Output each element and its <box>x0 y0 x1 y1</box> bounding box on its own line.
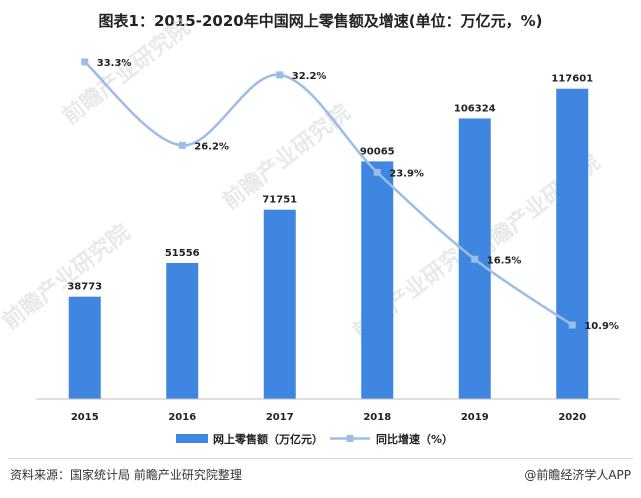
watermark-text: 前瞻产业研究院 <box>58 14 195 129</box>
legend: 网上零售额（万亿元） 同比增速（%） <box>176 432 453 446</box>
footer-divider <box>8 458 633 459</box>
growth-point-2015 <box>81 58 89 66</box>
bar-2016 <box>166 262 199 399</box>
growth-rate-line <box>83 61 573 327</box>
growth-point-2018 <box>373 168 381 176</box>
bar-label-2019: 106324 <box>454 103 496 114</box>
x-axis-ticks: 2015 2016 2017 2018 2019 2020 <box>71 412 586 423</box>
bar-2020 <box>556 88 589 399</box>
growth-point-2020 <box>568 321 576 329</box>
growth-label-2015: 33.3% <box>97 58 132 69</box>
bar-label-2018: 90065 <box>360 146 395 157</box>
bar-label-2017: 71751 <box>262 195 297 206</box>
growth-label-2019: 16.5% <box>487 255 522 266</box>
bar-label-2016: 51556 <box>165 248 200 259</box>
bar-2018 <box>361 161 394 399</box>
bar-2017 <box>263 209 296 399</box>
growth-label-2018: 23.9% <box>389 168 424 179</box>
bar-label-2015: 38773 <box>67 282 102 293</box>
chart-title: 图表1：2015-2020年中国网上零售额及增速(单位：万亿元，%) <box>98 12 543 30</box>
x-tick-2019: 2019 <box>461 412 489 423</box>
growth-label-2016: 26.2% <box>194 141 229 152</box>
x-tick-2016: 2016 <box>168 412 196 423</box>
legend-bar-label: 网上零售额（万亿元） <box>213 432 323 446</box>
legend-line-label: 同比增速（%） <box>376 432 453 446</box>
growth-label-2020: 10.9% <box>584 321 619 332</box>
bar-series: 38773 51556 71751 90065 106324 117601 <box>67 74 593 400</box>
growth-point-2017 <box>276 71 284 79</box>
watermark-text: 前瞻产业研究院 <box>0 219 135 334</box>
growth-label-2017: 32.2% <box>292 71 327 82</box>
x-tick-2017: 2017 <box>266 412 294 423</box>
growth-point-2016 <box>178 141 186 149</box>
legend-line-marker <box>346 435 354 442</box>
x-tick-2018: 2018 <box>363 412 391 423</box>
source-note: 资料来源：国家统计局 前瞻产业研究院整理 <box>10 468 242 482</box>
legend-bar-swatch <box>176 434 208 443</box>
bar-2015 <box>68 296 101 399</box>
bar-label-2020: 117601 <box>551 74 593 85</box>
growth-point-2019 <box>471 255 479 263</box>
x-tick-2015: 2015 <box>71 412 99 423</box>
brand-credit: @前瞻经济学人APP <box>524 468 631 482</box>
x-tick-2020: 2020 <box>558 412 586 423</box>
growth-rate-series: 33.3% 26.2% 32.2% 23.9% 16.5% 10.9% <box>81 58 619 332</box>
